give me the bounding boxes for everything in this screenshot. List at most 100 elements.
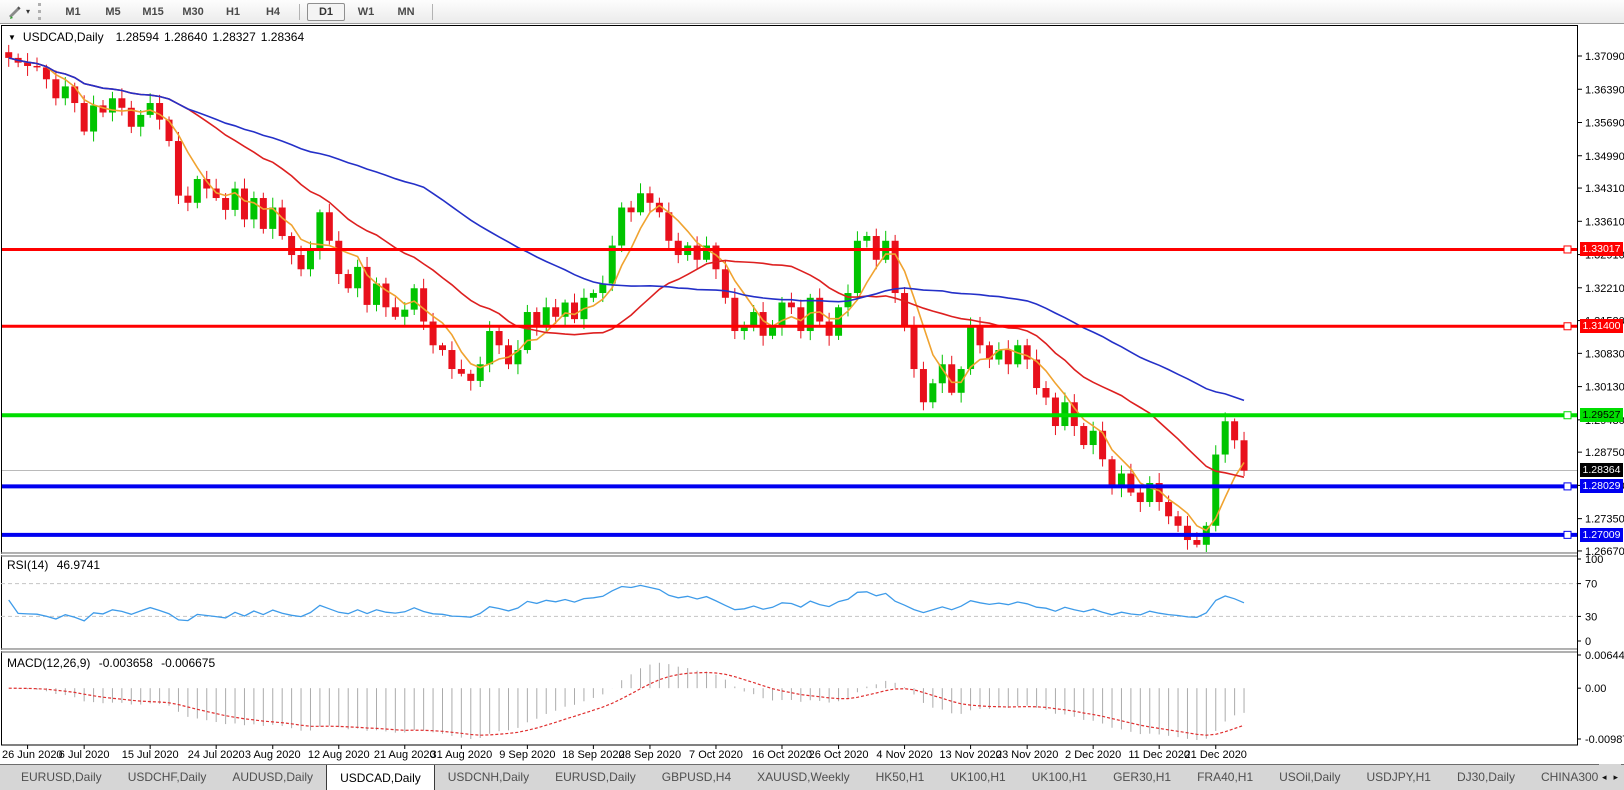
chart-tab-5-eurusd-daily[interactable]: EURUSD,Daily xyxy=(555,770,636,784)
timeframe-button-d1[interactable]: D1 xyxy=(307,2,346,21)
quote-close: 1.28364 xyxy=(260,30,305,44)
chart-title: ▼ USDCAD,Daily 1.28594 1.28640 1.28327 1.28… xyxy=(8,30,304,44)
svg-text:70: 70 xyxy=(1585,579,1597,591)
tab-scroll-buttons: ◂ ▸ xyxy=(1598,764,1621,790)
svg-text:24 Jul 2020: 24 Jul 2020 xyxy=(188,749,245,761)
top-toolbar: ▾ M1 M5 M15 M30 H1 H4 D1 W1 MN xyxy=(0,0,1624,24)
timeframe-button-h1[interactable]: H1 xyxy=(225,5,241,18)
svg-text:26 Oct 2020: 26 Oct 2020 xyxy=(809,749,869,761)
chart-tab-14-usdjpy-h1[interactable]: USDJPY,H1 xyxy=(1366,770,1431,784)
timeframe-button-m5[interactable]: M5 xyxy=(105,5,121,18)
timeframe-button-m1[interactable]: M1 xyxy=(65,5,81,18)
svg-text:1.28750: 1.28750 xyxy=(1585,447,1624,459)
chart-tab-13-usoil-daily[interactable]: USOil,Daily xyxy=(1279,770,1341,784)
svg-text:-0.009871: -0.009871 xyxy=(1585,734,1624,746)
draw-tool-dropdown-icon[interactable]: ▾ xyxy=(26,7,31,16)
svg-text:1.32210: 1.32210 xyxy=(1585,283,1624,295)
timeframe-button-mn[interactable]: MN xyxy=(397,5,415,18)
toolbar-separator xyxy=(432,3,434,20)
svg-text:3 Aug 2020: 3 Aug 2020 xyxy=(245,749,301,761)
timeframe-button-m30[interactable]: M30 xyxy=(182,5,204,18)
price-label-resistance1[interactable]: 1.33017 xyxy=(1580,242,1623,256)
price-label-resistance2[interactable]: 1.31400 xyxy=(1580,319,1623,333)
timeframe-button-m15[interactable]: M15 xyxy=(142,5,164,18)
svg-text:1.30130: 1.30130 xyxy=(1585,382,1624,394)
svg-text:12 Aug 2020: 12 Aug 2020 xyxy=(308,749,370,761)
moving-averages xyxy=(8,57,1245,532)
svg-text:1.27350: 1.27350 xyxy=(1585,514,1624,526)
timeframe-button-h4[interactable]: H4 xyxy=(265,5,281,18)
chart-tab-1-usdchf-daily[interactable]: USDCHF,Daily xyxy=(127,770,207,784)
price-label-pivot_green[interactable]: 1.29527 xyxy=(1580,408,1623,422)
svg-text:1.34310: 1.34310 xyxy=(1585,183,1624,195)
quote-high: 1.28640 xyxy=(164,30,208,44)
svg-text:4 Nov 2020: 4 Nov 2020 xyxy=(876,749,932,761)
rsi-name: RSI(14) xyxy=(7,558,49,572)
price-label-support2[interactable]: 1.27009 xyxy=(1580,528,1623,542)
macd-name: MACD(12,26,9) xyxy=(7,656,91,670)
svg-text:1.35690: 1.35690 xyxy=(1585,118,1624,130)
chart-tab-6-gbpusd-h4[interactable]: GBPUSD,H4 xyxy=(661,770,732,784)
svg-text:1.34990: 1.34990 xyxy=(1585,151,1624,163)
svg-text:1.36390: 1.36390 xyxy=(1585,84,1624,96)
svg-text:1.26670: 1.26670 xyxy=(1585,546,1624,558)
macd-panel: 0.006444 0.00 -0.009871 xyxy=(8,650,1624,746)
toolbar-grip xyxy=(38,3,45,20)
chart-quote: 1.28594 1.28640 1.28327 1.28364 xyxy=(111,30,305,44)
chart-tab-8-hk50-h1[interactable]: HK50,H1 xyxy=(875,770,925,784)
quote-low: 1.28327 xyxy=(212,30,256,44)
svg-text:1.33610: 1.33610 xyxy=(1585,216,1624,228)
svg-text:7 Oct 2020: 7 Oct 2020 xyxy=(689,749,743,761)
chart-tab-bar: EURUSD,Daily USDCHF,Daily AUDUSD,Daily USDC… xyxy=(0,764,1624,790)
tab-scroll-right-icon[interactable]: ▸ xyxy=(1613,771,1618,782)
svg-text:18 Sep 2020: 18 Sep 2020 xyxy=(562,749,624,761)
svg-text:31 Aug 2020: 31 Aug 2020 xyxy=(430,749,492,761)
chart-tab-3-usdcad-daily[interactable]: USDCAD,Daily xyxy=(326,765,435,790)
chart-collapse-icon[interactable]: ▼ xyxy=(8,32,16,42)
chart-tab-0-eurusd-daily[interactable]: EURUSD,Daily xyxy=(21,770,102,784)
panel-borders xyxy=(1,25,1578,746)
horizontal-lines xyxy=(1,245,1577,539)
svg-text:23 Nov 2020: 23 Nov 2020 xyxy=(996,749,1058,761)
svg-text:21 Dec 2020: 21 Dec 2020 xyxy=(1185,749,1247,761)
rsi-indicator-label: RSI(14) 46.9741 xyxy=(7,558,105,572)
chart-tab-12-fra40-h1[interactable]: FRA40,H1 xyxy=(1197,770,1254,784)
svg-text:26 Jun 2020: 26 Jun 2020 xyxy=(2,749,63,761)
svg-text:21 Aug 2020: 21 Aug 2020 xyxy=(374,749,436,761)
svg-text:15 Jul 2020: 15 Jul 2020 xyxy=(122,749,179,761)
svg-text:9 Sep 2020: 9 Sep 2020 xyxy=(499,749,555,761)
chart-symbol-period: USDCAD,Daily xyxy=(22,30,104,44)
svg-text:1.30830: 1.30830 xyxy=(1585,348,1624,360)
svg-text:28 Sep 2020: 28 Sep 2020 xyxy=(619,749,681,761)
chart-tab-15-dj30-daily[interactable]: DJ30,Daily xyxy=(1456,770,1515,784)
chart-tab-11-ger30-h1[interactable]: GER30,H1 xyxy=(1113,770,1172,784)
svg-text:0.006444: 0.006444 xyxy=(1585,650,1624,662)
svg-text:13 Nov 2020: 13 Nov 2020 xyxy=(939,749,1001,761)
svg-text:30: 30 xyxy=(1585,611,1597,623)
quote-open: 1.28594 xyxy=(115,30,159,44)
rsi-value: 46.9741 xyxy=(56,558,101,572)
chart-tab-9-uk100-h1[interactable]: UK100,H1 xyxy=(950,770,1006,784)
chart-canvas[interactable]: 1.37090 1.36390 1.35690 1.34990 1.34310 1.336… xyxy=(0,25,1624,764)
timeframe-button-w1[interactable]: W1 xyxy=(357,5,375,18)
macd-signal: -0.006675 xyxy=(161,656,216,670)
chart-window[interactable]: 1.37090 1.36390 1.35690 1.34990 1.34310 1.336… xyxy=(0,24,1624,764)
chart-tab-2-audusd-daily[interactable]: AUDUSD,Daily xyxy=(232,770,314,784)
chart-tab-10-uk100-h1[interactable]: UK100,H1 xyxy=(1031,770,1088,784)
tab-scroll-left-icon[interactable]: ◂ xyxy=(1601,771,1607,782)
macd-main: -0.003658 xyxy=(98,656,153,670)
price-label-support1[interactable]: 1.28029 xyxy=(1580,479,1623,493)
svg-text:100: 100 xyxy=(1585,554,1603,566)
chart-tab-16-china300-h1[interactable]: CHINA300,H1 xyxy=(1540,770,1618,784)
chart-tab-7-xauusd-weekly[interactable]: XAUUSD,Weekly xyxy=(757,770,850,784)
svg-text:6 Jul 2020: 6 Jul 2020 xyxy=(59,749,110,761)
timeframe-buttons: M1 M5 M15 M30 H1 H4 D1 W1 MN xyxy=(53,2,439,21)
svg-text:1.37090: 1.37090 xyxy=(1585,51,1624,63)
rsi-panel: 100 70 30 0 xyxy=(1,554,1603,648)
pencil-draw-tool-icon[interactable] xyxy=(5,3,25,21)
macd-indicator-label: MACD(12,26,9) -0.003658 -0.006675 xyxy=(7,656,220,670)
chart-tab-4-usdcnh-daily[interactable]: USDCNH,Daily xyxy=(447,770,530,784)
price-label-current: 1.28364 xyxy=(1580,463,1623,477)
